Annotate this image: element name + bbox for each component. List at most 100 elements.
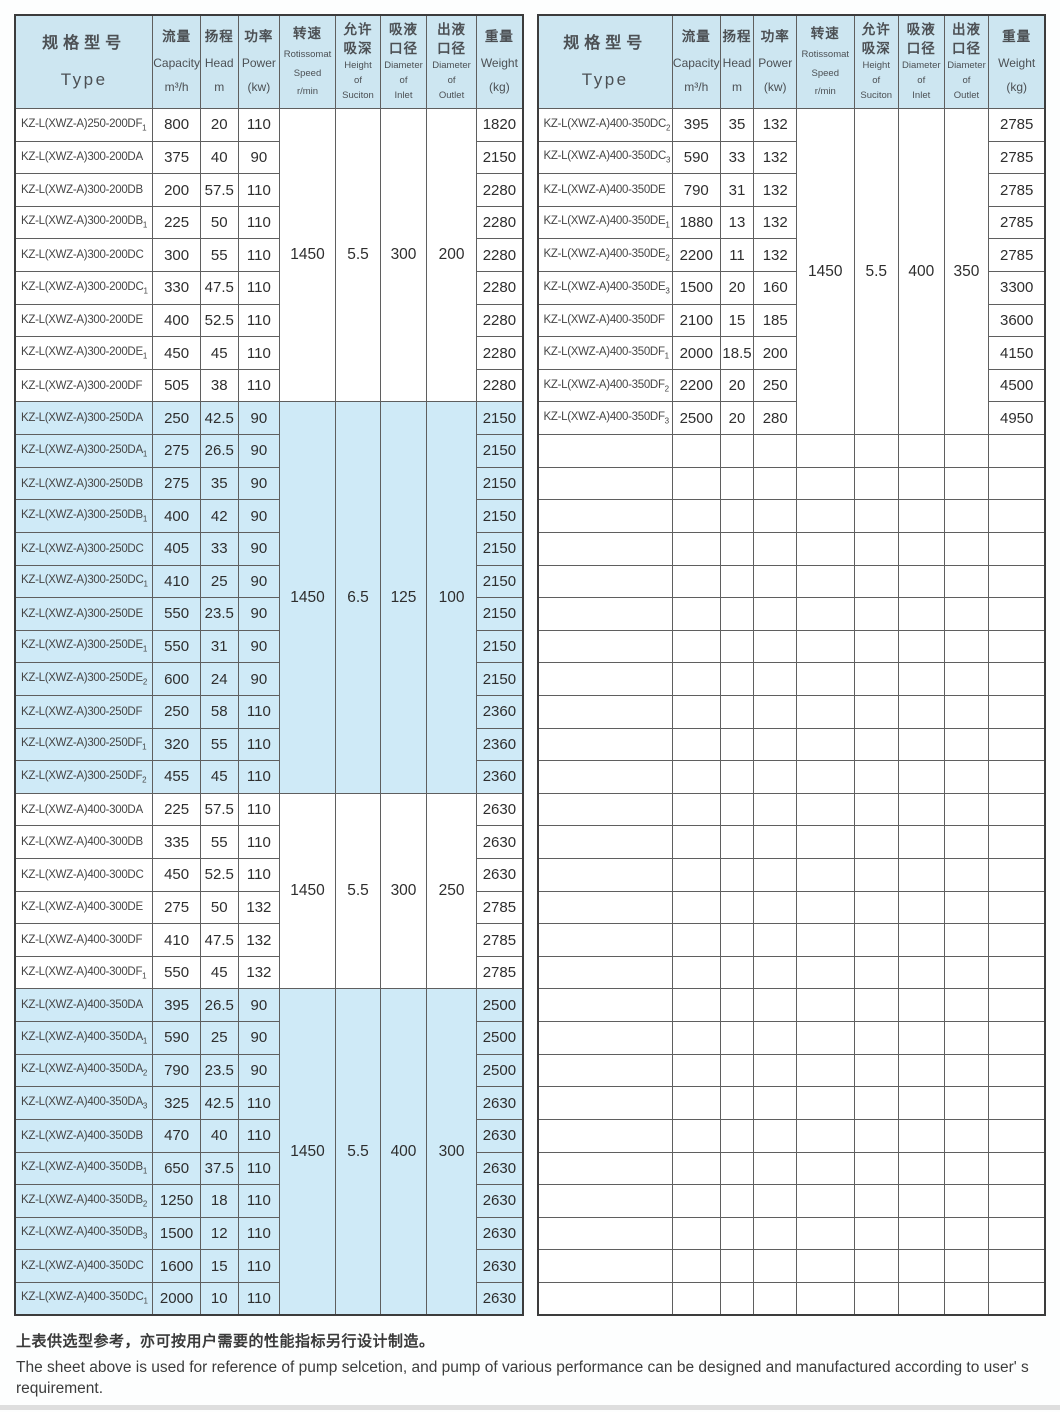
spec-row: KZ-L(XWZ-A)300-200DC1 330 47.5 110 2280	[14, 271, 523, 305]
type-cell: KZ-L(XWZ-A)400-300DA	[14, 792, 154, 827]
spec-row: KZ-L(XWZ-A)400-350DF2 2200 20 250 4500	[537, 368, 1046, 403]
empty-cell	[537, 1053, 673, 1088]
outlet-diameter-cell: 350	[943, 107, 990, 436]
head-cell: 47.5	[199, 923, 239, 957]
empty-cell	[671, 662, 721, 696]
spec-row: KZ-L(XWZ-A)400-350DC1 2000 10 110 2630	[14, 1281, 523, 1316]
empty-cell	[943, 988, 990, 1023]
capacity-cell: 1250	[152, 1184, 201, 1218]
head-cell: 50	[199, 205, 239, 240]
empty-cell	[796, 629, 855, 664]
spec-row: KZ-L(XWZ-A)300-250DA1 275 26.5 90 2150	[14, 434, 523, 468]
empty-cell	[753, 1249, 798, 1283]
type-cell: KZ-L(XWZ-A)400-350DB1	[14, 1151, 154, 1186]
empty-cell	[537, 825, 673, 860]
empty-cell	[719, 466, 755, 501]
empty-cell	[537, 1086, 673, 1120]
empty-cell	[753, 955, 798, 990]
empty-cell	[853, 825, 899, 860]
power-cell: 250	[753, 368, 798, 403]
header-cell-suction: 允许 吸深 Height of Suciton	[334, 14, 382, 109]
weight-cell: 3300	[988, 271, 1046, 305]
footnotes: 上表供选型参考，亦可按用户需要的性能指标另行设计制造。 The sheet ab…	[0, 1316, 1060, 1399]
weight-cell: 2630	[476, 1216, 523, 1251]
power-cell: 110	[237, 271, 281, 305]
weight-cell: 2150	[476, 597, 523, 631]
power-cell: 110	[237, 173, 281, 207]
head-cell: 10	[199, 1281, 239, 1316]
empty-cell	[853, 988, 899, 1023]
weight-cell: 1820	[476, 108, 523, 142]
head-cell: 55	[199, 727, 239, 762]
type-cell: KZ-L(XWZ-A)300-200DC1	[14, 271, 154, 305]
power-cell: 90	[237, 434, 281, 468]
header-cell-outlet: 出液 口径 Diameter of Outlet	[943, 14, 990, 109]
empty-cell	[753, 792, 798, 827]
empty-cell	[671, 890, 721, 925]
spec-row: KZ-L(XWZ-A)400-300DF 410 47.5 132 2785	[14, 923, 523, 957]
empty-cell	[988, 597, 1046, 631]
type-cell: KZ-L(XWZ-A)300-200DF	[14, 368, 154, 403]
type-cell: KZ-L(XWZ-A)300-250DE2	[14, 662, 154, 696]
empty-cell	[671, 1216, 721, 1251]
empty-row	[537, 760, 1046, 794]
weight-cell: 2150	[476, 466, 523, 501]
empty-cell	[853, 1281, 899, 1316]
empty-cell	[796, 1216, 855, 1251]
type-cell: KZ-L(XWZ-A)400-300DF	[14, 923, 154, 957]
power-cell: 90	[237, 988, 281, 1023]
empty-cell	[988, 955, 1046, 990]
empty-cell	[897, 1053, 945, 1088]
empty-cell	[753, 988, 798, 1023]
empty-cell	[853, 1021, 899, 1055]
empty-row	[537, 531, 1046, 566]
empty-cell	[671, 1281, 721, 1316]
speed-cell: 1450	[796, 107, 855, 436]
empty-cell	[671, 694, 721, 729]
empty-cell	[796, 825, 855, 860]
empty-cell	[853, 955, 899, 990]
inlet-diameter-cell: 125	[380, 401, 427, 794]
capacity-cell: 225	[152, 205, 201, 240]
power-cell: 132	[753, 173, 798, 207]
outlet-diameter-cell: 100	[425, 401, 478, 794]
empty-cell	[671, 727, 721, 762]
type-cell: KZ-L(XWZ-A)300-200DB	[14, 173, 154, 207]
empty-cell	[753, 825, 798, 860]
capacity-cell: 590	[152, 1021, 201, 1055]
type-cell: KZ-L(XWZ-A)300-200DA	[14, 140, 154, 175]
empty-row	[537, 1281, 1046, 1316]
type-cell: KZ-L(XWZ-A)400-350DE2	[537, 238, 673, 273]
empty-cell	[897, 988, 945, 1023]
empty-cell	[943, 1021, 990, 1055]
weight-cell: 2630	[476, 1249, 523, 1283]
empty-cell	[796, 1184, 855, 1218]
capacity-cell: 275	[152, 466, 201, 501]
empty-cell	[671, 1249, 721, 1283]
empty-cell	[719, 694, 755, 729]
weight-cell: 2150	[476, 401, 523, 436]
power-cell: 185	[753, 303, 798, 338]
weight-cell: 2150	[476, 564, 523, 599]
head-cell: 45	[199, 760, 239, 794]
empty-cell	[537, 1216, 673, 1251]
capacity-cell: 1500	[152, 1216, 201, 1251]
empty-cell	[988, 792, 1046, 827]
empty-cell	[719, 564, 755, 599]
head-cell: 55	[199, 238, 239, 273]
power-cell: 90	[237, 564, 281, 599]
empty-cell	[853, 760, 899, 794]
empty-cell	[943, 499, 990, 533]
empty-cell	[943, 1184, 990, 1218]
head-cell: 15	[199, 1249, 239, 1283]
empty-cell	[537, 694, 673, 729]
capacity-cell: 330	[152, 271, 201, 305]
empty-cell	[988, 727, 1046, 762]
empty-row	[537, 1151, 1046, 1186]
empty-row	[537, 694, 1046, 729]
capacity-cell: 410	[152, 564, 201, 599]
type-cell: KZ-L(XWZ-A)300-250DE	[14, 597, 154, 631]
power-cell: 90	[237, 662, 281, 696]
type-cell: KZ-L(XWZ-A)300-250DC1	[14, 564, 154, 599]
empty-cell	[719, 1216, 755, 1251]
